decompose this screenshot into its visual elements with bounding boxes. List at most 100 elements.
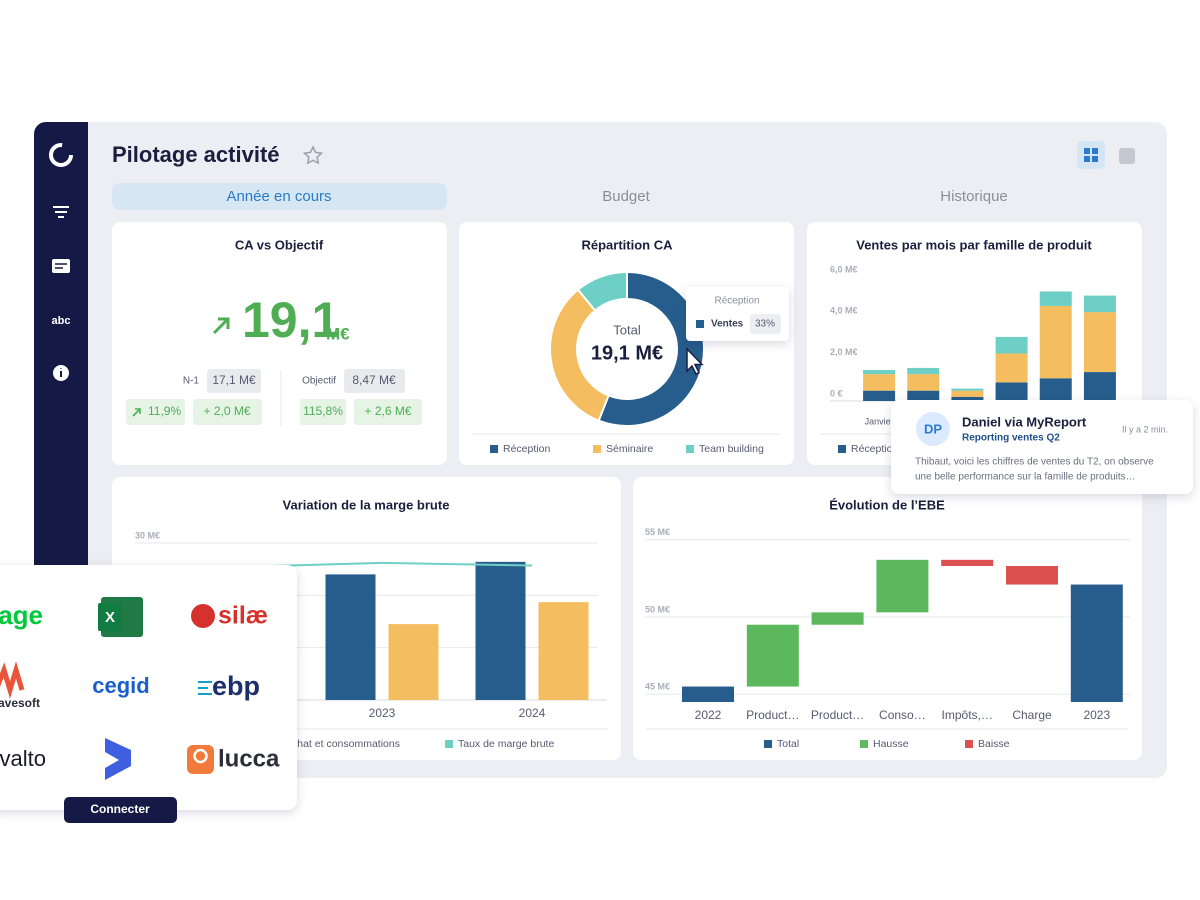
integrations-panel	[0, 565, 297, 810]
tab[interactable]: Année en cours	[226, 188, 331, 205]
legend-marker	[593, 445, 601, 453]
bar	[325, 574, 376, 700]
integration-logo[interactable]: lucca	[218, 745, 280, 772]
tab-active[interactable]	[112, 183, 447, 210]
ebp-lines	[198, 681, 212, 695]
tooltip-badge	[750, 314, 781, 334]
connect-button[interactable]	[64, 797, 177, 823]
y-tick-label: 2,0 M€	[830, 347, 858, 357]
legend-marker	[838, 445, 846, 453]
legend-marker	[965, 740, 973, 748]
chart-title: Évolution de l’EBE	[829, 497, 945, 512]
y-tick-label: 0 €	[830, 388, 843, 398]
integration-logo[interactable]: valto	[0, 746, 46, 771]
x-tick-label: Impôts,…	[942, 708, 993, 722]
badge: 11,9%	[148, 404, 181, 418]
bar-segment	[907, 390, 940, 401]
filter-icon[interactable]	[53, 206, 69, 218]
bar	[388, 624, 439, 700]
grid-view-button[interactable]	[1077, 141, 1105, 169]
chart-title: Ventes par mois par famille de produit	[856, 237, 1092, 252]
y-tick-label: 30 M€	[135, 530, 160, 540]
legend-label: Achat et consommations	[285, 738, 400, 750]
integration-logo[interactable]: wavesoft	[0, 696, 40, 710]
bar-segment	[863, 390, 896, 401]
silae-icon	[191, 604, 215, 628]
lucca-icon-dot	[193, 748, 208, 764]
bar-segment	[863, 370, 896, 375]
excel-icon-front	[98, 603, 122, 631]
subject: Reporting ventes Q2	[962, 433, 1060, 444]
legend-marker	[860, 740, 868, 748]
kpi-unit: M€	[326, 324, 350, 343]
integration-logo[interactable]: sage	[0, 600, 43, 630]
legend-label: Taux de marge brute	[458, 738, 554, 750]
bar-segment	[995, 382, 1028, 401]
bar-segment	[907, 374, 940, 391]
y-tick-label: 6,0 M€	[830, 264, 858, 274]
time: Il y a 2 min.	[1122, 424, 1168, 434]
card	[459, 222, 794, 465]
bar-segment	[907, 367, 940, 375]
chart-title: Variation de la marge brute	[283, 497, 450, 512]
bar-segment	[1039, 378, 1072, 401]
chart-title: Répartition CA	[582, 237, 674, 252]
lucca-icon[interactable]	[187, 745, 214, 774]
x-tick-label: Product…	[811, 708, 864, 722]
bar-segment	[1083, 312, 1116, 373]
waterfall-bar	[876, 559, 929, 613]
message-icon[interactable]	[52, 259, 70, 273]
avatar-initials: DP	[924, 421, 942, 436]
tooltip-value: 33%	[755, 319, 775, 330]
trend-arrow	[212, 317, 230, 335]
tooltip-title: Réception	[714, 296, 759, 307]
connect-button-label[interactable]: Connecter	[90, 802, 150, 816]
y-tick-label: 45 M€	[645, 682, 670, 692]
x-tick-label: Janvier	[865, 416, 894, 426]
page-title: Pilotage activité	[112, 142, 280, 167]
dynamics-icon[interactable]	[105, 738, 131, 780]
excel-letter: X	[105, 609, 115, 626]
x-tick-label: 2022	[695, 708, 722, 722]
badge: 115,8%	[303, 404, 343, 418]
value: 8,47 M€	[352, 373, 396, 387]
card	[633, 477, 1142, 760]
single-view-button[interactable]	[1119, 148, 1135, 164]
x-tick-label: Charge	[1012, 708, 1052, 722]
tab[interactable]: Budget	[602, 188, 650, 205]
x-tick-label: 2023	[1083, 708, 1110, 722]
sidebar-icons: abc	[49, 143, 73, 381]
legend-marker	[490, 445, 498, 453]
bar-segment	[863, 374, 896, 391]
message-body: une belle performance sur la famille de …	[915, 472, 1136, 483]
y-tick-label: 4,0 M€	[830, 306, 858, 316]
bar-segment	[951, 388, 984, 391]
legend-label: Séminaire	[606, 443, 653, 455]
card-title: CA vs Objectif	[235, 237, 324, 252]
y-tick-label: 55 M€	[645, 527, 670, 537]
value: 17,1 M€	[212, 373, 256, 387]
integration-logo[interactable]: ebp	[212, 671, 260, 701]
bar	[538, 602, 589, 700]
tab[interactable]: Historique	[940, 188, 1008, 205]
bar	[475, 561, 526, 700]
legend-label: Baisse	[978, 738, 1010, 750]
cursor	[686, 347, 704, 376]
waterfall-bar	[811, 612, 864, 625]
x-tick-label: Conso…	[879, 708, 926, 722]
legend-label: Réception	[503, 443, 550, 455]
message-body: Thibaut, voici les chiffres de ventes du…	[915, 457, 1154, 468]
sender: Daniel via MyReport	[962, 414, 1087, 429]
legend-label: Team building	[699, 443, 764, 455]
x-tick-label: Product…	[746, 708, 799, 722]
integration-logo[interactable]: cegid	[92, 673, 149, 698]
text-icon[interactable]: abc	[52, 315, 71, 327]
donut-segment	[576, 270, 628, 312]
overlay: Réception Ventes 33% DP Daniel via MyReport R…	[0, 287, 1193, 823]
kpi-card: CA vs Objectif 19,1 M€ N-1 17,1 M€ Objec…	[126, 237, 422, 426]
notification[interactable]	[891, 400, 1193, 494]
favorite-star[interactable]	[302, 145, 324, 165]
center-value: 19,1 M€	[591, 342, 663, 364]
integration-logo[interactable]: silæ	[218, 602, 268, 630]
